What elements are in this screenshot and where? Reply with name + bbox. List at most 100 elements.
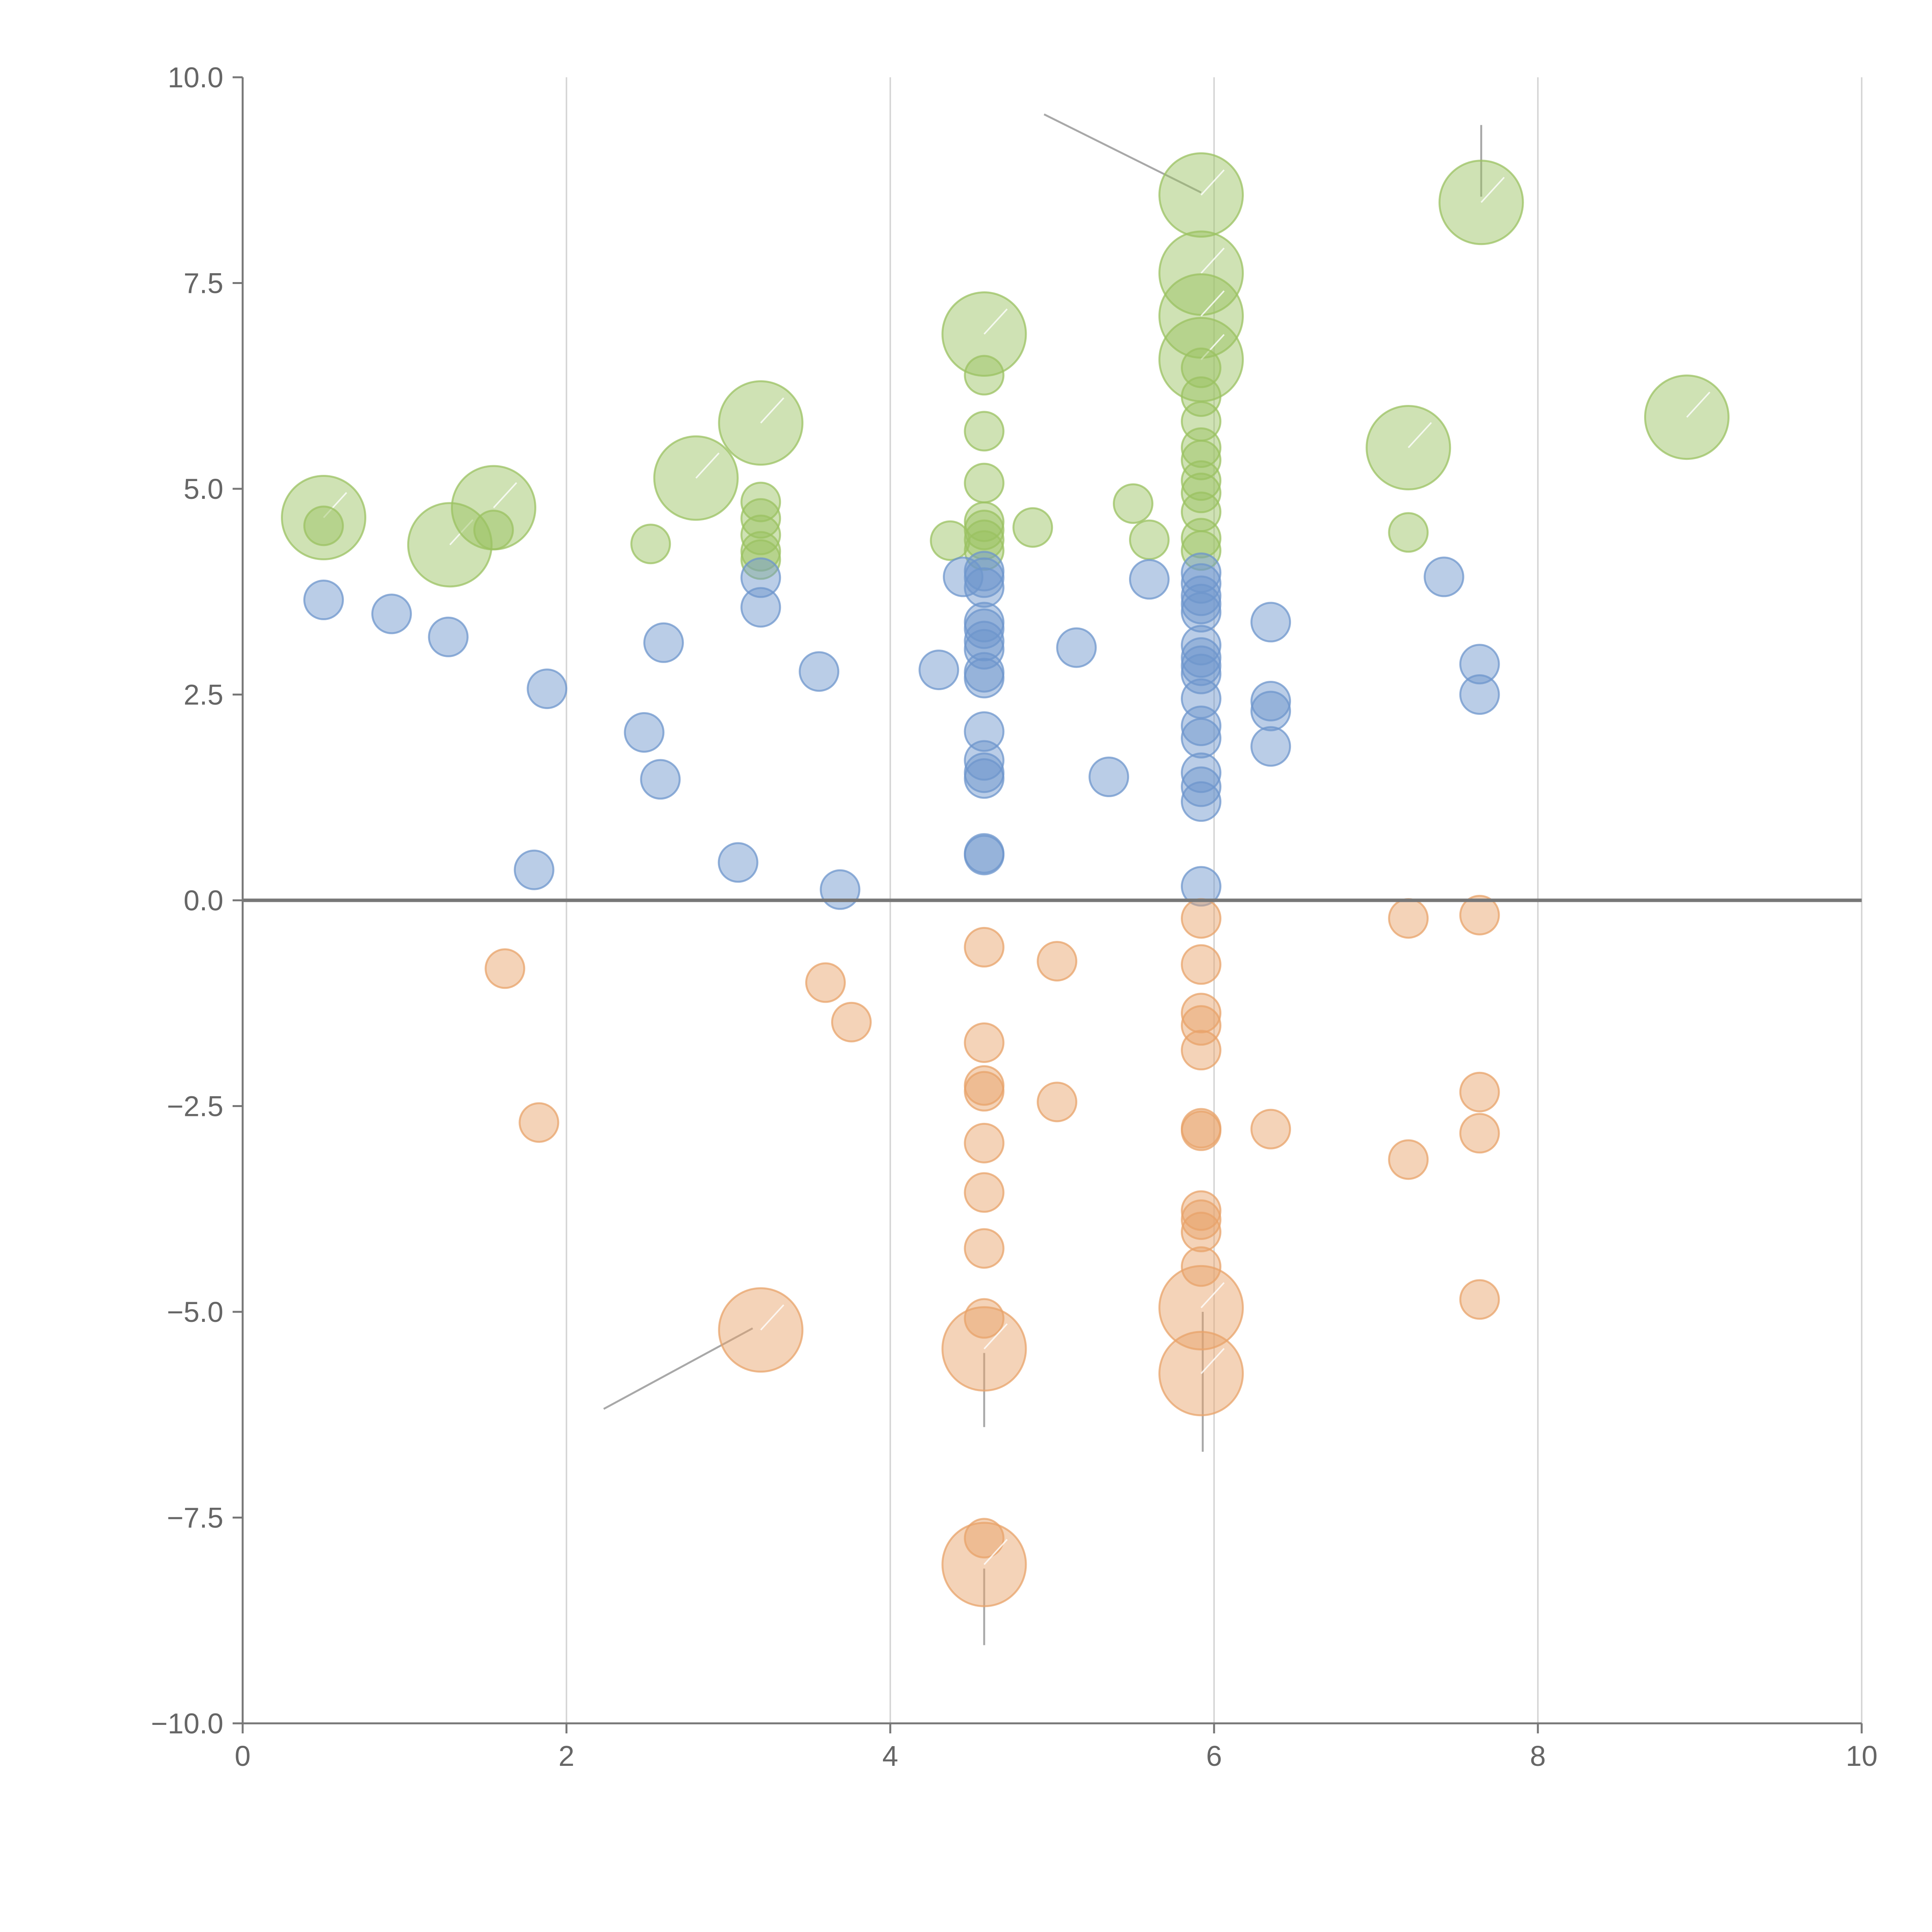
data-point: [964, 1228, 1005, 1269]
data-point: [371, 594, 412, 634]
data-point: [1088, 757, 1129, 797]
data-point: [740, 481, 781, 522]
data-point: [1180, 347, 1221, 388]
bubble-spoke: [1201, 1348, 1225, 1374]
data-point: [964, 927, 1005, 968]
bubble-spoke: [1201, 1282, 1225, 1308]
bubble-spoke: [1201, 169, 1225, 196]
y-tick-label: −7.5: [167, 1502, 223, 1534]
data-point: [740, 587, 781, 628]
data-point: [1180, 752, 1221, 793]
data-point: [964, 463, 1005, 503]
bubble-spoke: [323, 492, 347, 518]
data-point: [1459, 674, 1500, 715]
x-tick-label: 4: [882, 1740, 898, 1772]
data-point: [930, 520, 971, 561]
data-point: [964, 557, 1005, 598]
data-point: [1129, 519, 1170, 560]
x-tick-label: 2: [558, 1740, 574, 1772]
y-tick-label: 5.0: [184, 473, 223, 505]
data-point: [740, 557, 781, 598]
series-green: [281, 152, 1730, 588]
data-point: [1180, 1110, 1221, 1151]
data-point: [1459, 644, 1500, 685]
x-tick-label: 8: [1530, 1740, 1546, 1772]
data-point: [964, 567, 1005, 608]
data-point: [630, 524, 671, 565]
data-point: [799, 651, 840, 692]
data-point: [1459, 1113, 1500, 1154]
data-point: [1037, 941, 1078, 982]
data-point: [1180, 653, 1221, 694]
data-point: [1180, 781, 1221, 822]
data-point: [1180, 1199, 1221, 1240]
data-point: [1180, 518, 1221, 559]
y-tick-label: 10.0: [168, 61, 223, 94]
bubble-spoke: [1408, 422, 1432, 448]
data-point: [1180, 460, 1221, 501]
data-point: [1180, 705, 1221, 746]
data-point: [1180, 866, 1221, 907]
series-blue: [303, 551, 1500, 910]
data-point: [1180, 530, 1221, 571]
bubble-spoke: [1480, 177, 1505, 203]
bubble-spoke: [983, 1539, 1008, 1565]
x-tick-label: 10: [1846, 1740, 1878, 1772]
bubble-spoke: [1201, 290, 1225, 317]
data-point: [473, 510, 514, 550]
data-point: [1180, 718, 1221, 759]
data-point: [740, 498, 781, 539]
data-point: [1388, 512, 1429, 553]
data-point: [964, 1172, 1005, 1213]
data-point: [805, 962, 846, 1003]
series-orange: [485, 895, 1500, 1607]
data-point: [1180, 583, 1221, 624]
data-point: [1180, 944, 1221, 985]
data-point: [964, 658, 1005, 699]
data-point: [964, 835, 1005, 876]
data-point: [1180, 766, 1221, 807]
data-point: [718, 842, 759, 883]
data-point: [964, 1518, 1005, 1559]
data-point: [527, 668, 568, 709]
y-tick-label: −5.0: [167, 1296, 223, 1328]
data-point: [1113, 483, 1153, 524]
data-point: [1180, 993, 1221, 1034]
bubble-spoke: [1201, 247, 1225, 274]
data-point: [820, 869, 861, 910]
data-point: [964, 621, 1005, 662]
data-point: [1459, 1279, 1500, 1320]
data-point: [1180, 592, 1221, 633]
data-point: [1037, 1082, 1078, 1122]
data-point: [964, 355, 1005, 396]
data-point: [1180, 645, 1221, 686]
x-tick-label: 0: [235, 1740, 250, 1772]
data-point: [1012, 507, 1053, 548]
data-point: [303, 505, 344, 546]
data-point: [640, 759, 681, 800]
data-point: [1250, 690, 1291, 731]
data-point: [1180, 1211, 1221, 1252]
x-tick-label: 6: [1206, 1740, 1222, 1772]
data-point: [1180, 1030, 1221, 1071]
data-point: [1180, 427, 1221, 468]
data-point: [624, 712, 665, 753]
data-point: [1459, 1071, 1500, 1112]
data-point: [964, 608, 1005, 649]
data-point: [964, 501, 1005, 542]
bubble-spoke: [1686, 391, 1711, 418]
data-point: [1180, 563, 1221, 604]
data-point: [485, 948, 526, 989]
bubble-spoke: [760, 397, 784, 423]
axis-ticks: 0 2 4 6 8 10 −10.0 −7.5 −5.0 −2.5 0.0 2.5 5.0 7.5 10.0: [151, 61, 1878, 1772]
data-point: [964, 510, 1005, 550]
data-point: [964, 711, 1005, 752]
data-point: [1180, 1190, 1221, 1231]
bubble-spoke: [983, 308, 1008, 335]
data-point: [1056, 627, 1097, 668]
data-point: [1423, 556, 1464, 597]
y-tick-label: 7.5: [184, 267, 223, 299]
data-point: [1250, 726, 1291, 767]
data-point: [514, 849, 554, 890]
data-point: [964, 1071, 1005, 1112]
